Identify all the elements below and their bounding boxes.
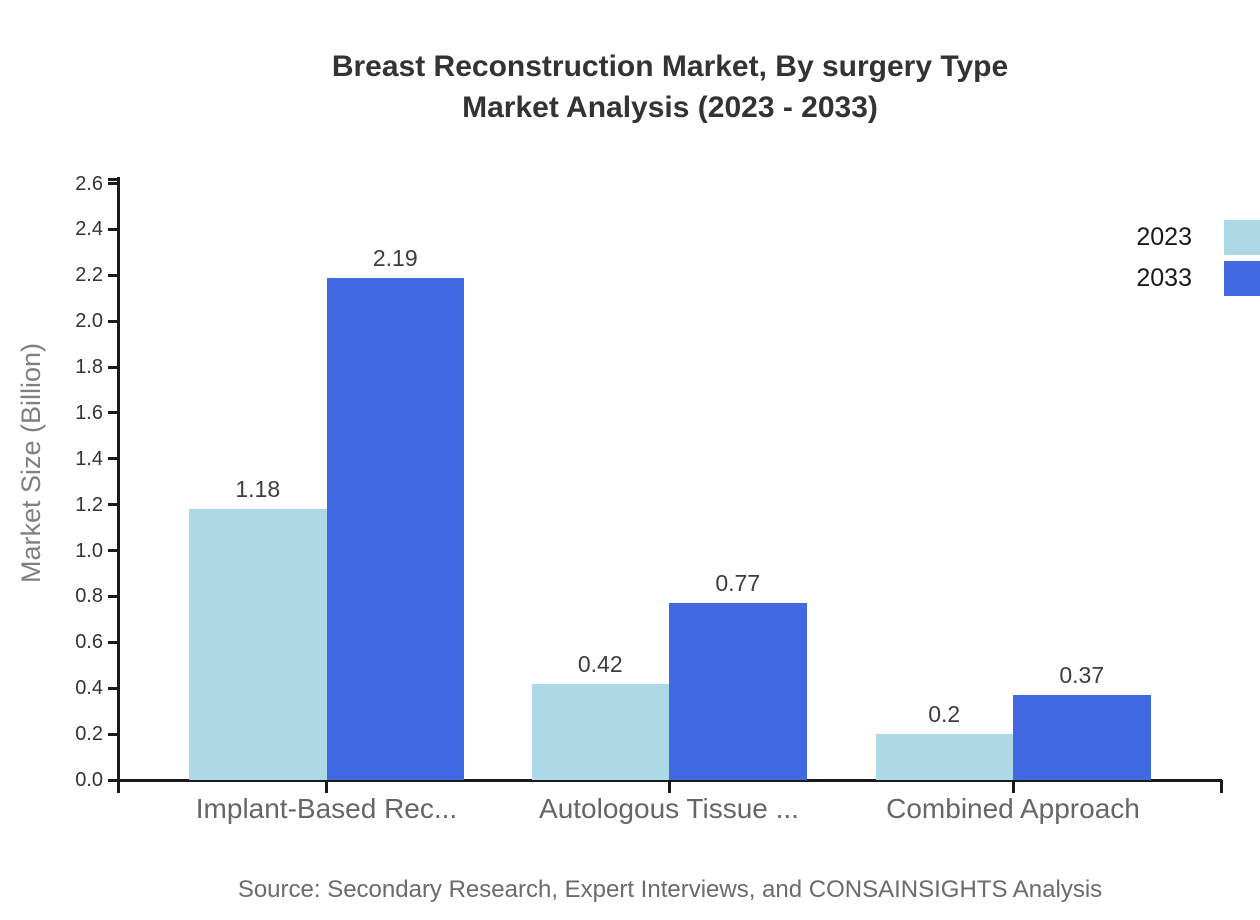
- bar-value-label: 0.77: [715, 570, 761, 597]
- bar-2033: [669, 603, 807, 780]
- y-tick: [108, 503, 118, 507]
- category-label: Combined Approach: [886, 793, 1140, 824]
- y-tick: [108, 457, 118, 461]
- y-tick-label: 1.2: [75, 493, 103, 516]
- y-tick-label: 2.0: [75, 310, 103, 333]
- bar-value-label: 0.2: [928, 701, 961, 728]
- y-tick-label: 2.6: [75, 172, 103, 195]
- y-tick: [108, 686, 118, 690]
- y-tick-label: 1.6: [75, 401, 103, 424]
- bar-2023: [189, 509, 327, 780]
- bar-2023: [531, 683, 669, 780]
- y-axis-end-tick: [108, 178, 118, 181]
- y-tick-label: 0.2: [75, 723, 103, 746]
- y-tick-label: 0.4: [75, 677, 103, 700]
- y-tick: [108, 227, 118, 231]
- y-tick-label: 0.0: [75, 769, 103, 791]
- y-tick-label: 1.8: [75, 356, 103, 379]
- y-tick: [108, 411, 118, 415]
- bar-value-label: 0.42: [577, 650, 623, 677]
- x-tick: [1011, 780, 1015, 793]
- y-tick: [108, 778, 118, 782]
- bar-2033: [326, 277, 464, 780]
- y-tick-label: 1.4: [75, 447, 103, 470]
- bar-2033: [1013, 695, 1151, 780]
- y-tick-label: 0.6: [75, 631, 103, 654]
- y-tick: [108, 273, 118, 277]
- y-tick: [108, 319, 118, 323]
- bar-value-label: 0.37: [1059, 662, 1105, 689]
- x-tick: [667, 780, 671, 793]
- y-tick-label: 2.2: [75, 264, 103, 287]
- y-tick-label: 2.4: [75, 218, 103, 241]
- chart-title: Breast Reconstruction Market, By surgery…: [118, 46, 1222, 128]
- y-axis-line: [117, 177, 120, 793]
- category-label: Autologous Tissue ...: [539, 793, 799, 824]
- y-tick: [108, 549, 118, 553]
- legend-swatch-2033: [1224, 261, 1260, 296]
- y-tick-label: 1.0: [75, 539, 103, 562]
- bar-value-label: 2.19: [372, 244, 418, 271]
- x-tick: [325, 780, 328, 793]
- legend-item-2033[interactable]: 2033: [1024, 261, 1260, 296]
- chart-title-line1: Breast Reconstruction Market, By surgery…: [331, 50, 1009, 83]
- legend-swatch-2023: [1224, 220, 1260, 255]
- bar-value-label: 1.18: [235, 476, 281, 503]
- legend-item-2023[interactable]: 2023: [1024, 220, 1260, 255]
- y-tick-label: 0.8: [75, 585, 103, 608]
- category-label: Implant-Based Rec...: [195, 793, 458, 824]
- y-tick: [108, 182, 118, 185]
- legend-label: 2033: [1136, 264, 1192, 292]
- x-tick: [1219, 780, 1223, 793]
- chart-title-line2: Market Analysis (2023 - 2033): [462, 91, 878, 124]
- bar-2023: [875, 734, 1013, 780]
- source-note: Source: Secondary Research, Expert Inter…: [237, 876, 1103, 903]
- y-tick: [108, 732, 118, 736]
- legend-label: 2023: [1136, 223, 1192, 251]
- y-tick: [108, 640, 118, 644]
- y-tick: [108, 594, 118, 598]
- y-tick: [108, 365, 118, 369]
